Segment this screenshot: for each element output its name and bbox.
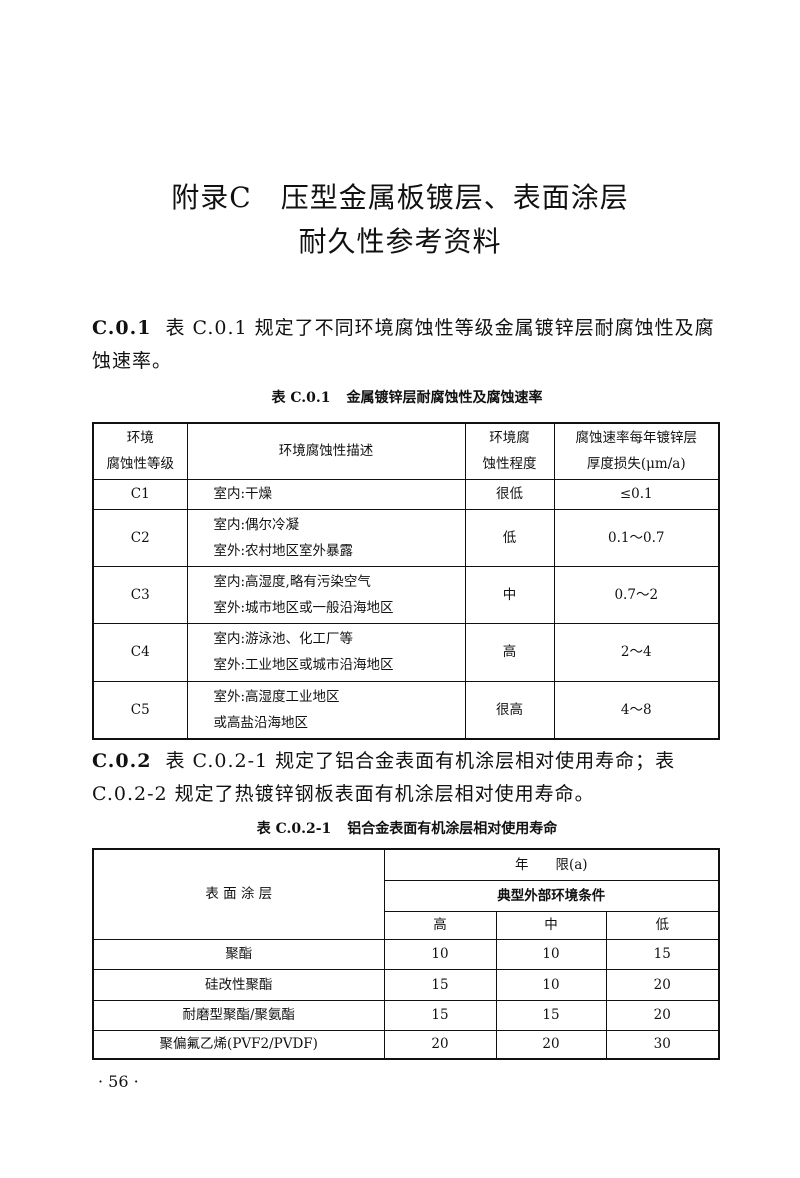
table-c01: 环境 腐蚀性等级 环境腐蚀性描述 环境腐 蚀性程度 腐蚀速率每年镀锌层 厚度损失… bbox=[92, 422, 720, 740]
description-line: 室外:高湿度工业地区 bbox=[213, 688, 340, 705]
value-cell: 20 bbox=[495, 1029, 607, 1060]
value-cell: 15 bbox=[605, 938, 720, 970]
coating-cell: 耐磨型聚酯/聚氨酯 bbox=[92, 999, 385, 1031]
section-number: C.0.2 bbox=[92, 750, 152, 772]
value-cell: 20 bbox=[383, 1029, 497, 1060]
grade-cell: C3 bbox=[92, 565, 188, 624]
grade-cell: C2 bbox=[92, 508, 188, 567]
rate-cell: 2～4 bbox=[553, 622, 720, 682]
table-row: 聚偏氟乙烯(PVF2/PVDF) 20 20 30 bbox=[92, 1029, 720, 1060]
level-cell: 中 bbox=[464, 565, 555, 624]
header-description: 环境腐蚀性描述 bbox=[186, 422, 466, 480]
rate-cell: ≤0.1 bbox=[553, 478, 720, 510]
value-cell: 30 bbox=[605, 1029, 720, 1060]
table-header-row: 典型外部环境条件 bbox=[93, 879, 720, 912]
description-line: 室内:游泳池、化工厂等 bbox=[213, 631, 354, 647]
description-cell: 室内:游泳池、化工厂等室外:工业地区或城市沿海地区 bbox=[186, 622, 466, 682]
value-cell: 20 bbox=[605, 999, 720, 1031]
header-rate: 腐蚀速率每年镀锌层 厚度损失(μm/a) bbox=[553, 422, 720, 480]
rate-cell: 0.7～2 bbox=[553, 565, 720, 624]
caption-number: 表 C.0.2-1 bbox=[256, 821, 332, 837]
header-grade: 环境 腐蚀性等级 bbox=[92, 422, 188, 480]
header-years: 年 限(a) bbox=[383, 848, 720, 881]
rate-cell: 0.1～0.7 bbox=[553, 508, 720, 567]
coating-cell: 聚酯 bbox=[92, 938, 385, 970]
section-text: 表 C.0.2-1 规定了铝合金表面有机涂层相对使用寿命；表 C.0.2-2 规… bbox=[92, 750, 676, 805]
coating-cell: 聚偏氟乙烯(PVF2/PVDF) bbox=[92, 1029, 385, 1060]
value-cell: 15 bbox=[383, 999, 497, 1031]
table-header-row: 高 中 低 bbox=[93, 910, 720, 940]
table-c01-caption: 表 C.0.1 金属镀锌层耐腐蚀性及腐蚀速率 bbox=[92, 387, 722, 407]
description-line: 或高盐沿海地区 bbox=[213, 714, 309, 731]
value-cell: 15 bbox=[495, 999, 607, 1031]
page-number: · 56 · bbox=[98, 1072, 139, 1091]
header-environment: 典型外部环境条件 bbox=[383, 879, 720, 912]
level-cell: 很低 bbox=[464, 478, 555, 510]
header-env-medium: 中 bbox=[495, 910, 607, 940]
section-text: 表 C.0.1 规定了不同环境腐蚀性等级金属镀锌层耐腐蚀性及腐蚀速率。 bbox=[92, 317, 715, 372]
table-row: C5 室外:高湿度工业地区 或高盐沿海地区 很高 4～8 bbox=[92, 680, 720, 740]
section-c02-paragraph: C.0.2 表 C.0.2-1 规定了铝合金表面有机涂层相对使用寿命；表 C.0.… bbox=[92, 745, 722, 811]
description-cell: 室外:高湿度工业地区 或高盐沿海地区 bbox=[186, 680, 466, 740]
header-level: 环境腐 蚀性程度 bbox=[464, 422, 555, 480]
value-cell: 15 bbox=[383, 968, 497, 1001]
description-line: 室内:高湿度,略有污染空气 bbox=[213, 573, 371, 590]
appendix-title-line2: 耐久性参考资料 bbox=[298, 225, 502, 258]
table-row: C4 室内:游泳池、化工厂等室外:工业地区或城市沿海地区 高 2～4 bbox=[92, 622, 720, 682]
value-cell: 10 bbox=[495, 938, 607, 970]
grade-cell: C4 bbox=[92, 622, 188, 682]
grade-cell: C1 bbox=[92, 478, 188, 510]
table-row: 耐磨型聚酯/聚氨酯 15 15 20 bbox=[92, 999, 720, 1031]
caption-number: 表 C.0.1 bbox=[271, 390, 331, 406]
description-line: 室外:农村地区室外暴露 bbox=[213, 542, 354, 559]
value-cell: 20 bbox=[605, 968, 720, 1001]
table-row: C1 室内:干燥 很低 ≤0.1 bbox=[92, 478, 720, 510]
header-env-high: 高 bbox=[383, 910, 497, 940]
table-row: 聚酯 10 10 15 bbox=[92, 938, 720, 970]
table-c021: 表 面 涂 层 年 限(a) 典型外部环境条件 高 中 低 聚酯 10 10 1… bbox=[92, 848, 721, 1060]
table-row: C2 室内:偶尔冷凝室外:农村地区室外暴露 低 0.1～0.7 bbox=[92, 508, 720, 567]
header-env-low: 低 bbox=[605, 910, 720, 940]
level-cell: 高 bbox=[464, 622, 555, 682]
description-line: 室外:工业地区或城市沿海地区 bbox=[213, 657, 394, 673]
value-cell: 10 bbox=[495, 968, 607, 1001]
level-cell: 低 bbox=[464, 508, 555, 567]
section-number: C.0.1 bbox=[92, 317, 152, 339]
appendix-title-line1: 附录C 压型金属板镀层、表面涂层 bbox=[171, 181, 629, 214]
description-line: 室内:偶尔冷凝 bbox=[213, 516, 300, 533]
grade-cell: C5 bbox=[92, 680, 188, 740]
description-cell: 室内:高湿度,略有污染空气室外:城市地区或一般沿海地区 bbox=[186, 565, 466, 624]
table-header-row: 表 面 涂 层 年 限(a) bbox=[92, 848, 720, 940]
table-header-row: 环境 腐蚀性等级 环境腐蚀性描述 环境腐 蚀性程度 腐蚀速率每年镀锌层 厚度损失… bbox=[92, 422, 720, 480]
caption-title: 金属镀锌层耐腐蚀性及腐蚀速率 bbox=[346, 390, 543, 406]
value-cell: 10 bbox=[383, 938, 497, 970]
caption-title: 铝合金表面有机涂层相对使用寿命 bbox=[347, 821, 558, 837]
header-coating: 表 面 涂 层 bbox=[92, 848, 385, 940]
description-line: 室外:城市地区或一般沿海地区 bbox=[213, 599, 394, 616]
description-cell: 室内:干燥 bbox=[186, 478, 466, 510]
description-cell: 室内:偶尔冷凝室外:农村地区室外暴露 bbox=[186, 508, 466, 567]
table-c021-caption: 表 C.0.2-1 铝合金表面有机涂层相对使用寿命 bbox=[92, 818, 722, 838]
table-row: 硅改性聚酯 15 10 20 bbox=[92, 968, 720, 1001]
coating-cell: 硅改性聚酯 bbox=[92, 968, 385, 1001]
section-c01-paragraph: C.0.1 表 C.0.1 规定了不同环境腐蚀性等级金属镀锌层耐腐蚀性及腐蚀速率。 bbox=[92, 312, 722, 378]
rate-cell: 4～8 bbox=[553, 680, 720, 740]
table-row: C3 室内:高湿度,略有污染空气室外:城市地区或一般沿海地区 中 0.7～2 bbox=[92, 565, 720, 624]
level-cell: 很高 bbox=[464, 680, 555, 740]
